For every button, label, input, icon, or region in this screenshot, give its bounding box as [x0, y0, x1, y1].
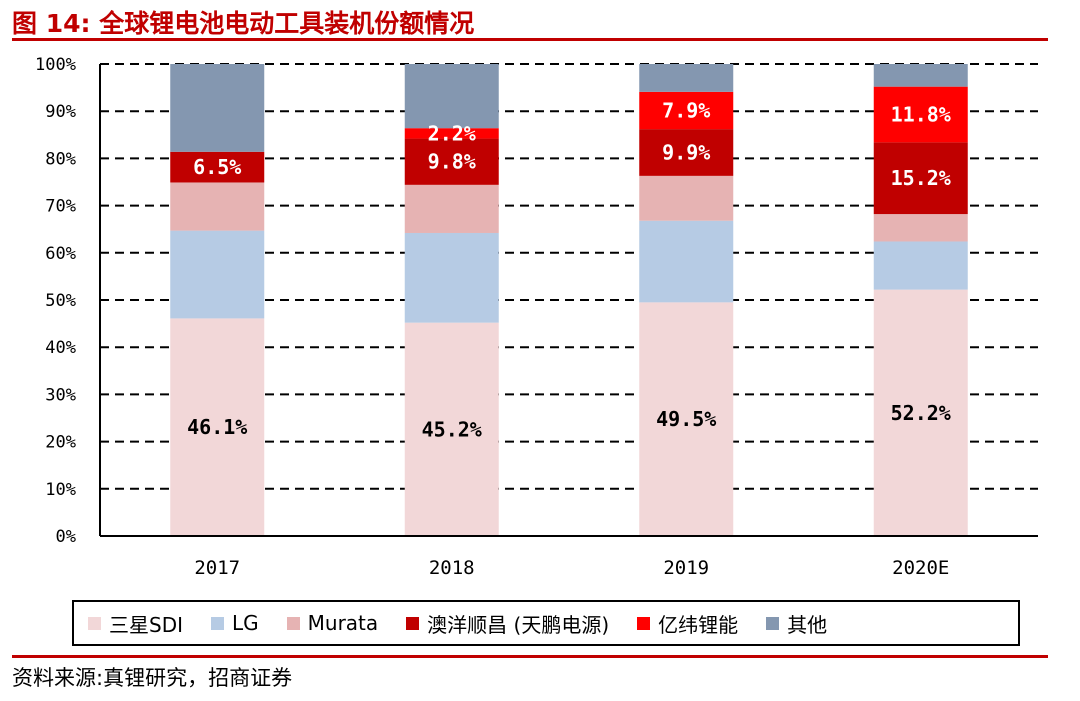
stacked-bar-chart: 46.1% 6.5% 45.2% 9.8% 2.2% 49.5% 9.9% 7.9% 52.2%…	[35, 55, 1038, 579]
legend-item: 三星SDI	[88, 609, 183, 638]
y-tick-label: 40%	[45, 338, 76, 358]
legend-swatch	[766, 616, 780, 630]
y-tick-label: 0%	[56, 527, 76, 547]
bar-segment	[873, 86, 968, 143]
legend-swatch	[286, 616, 300, 630]
legend-item: 亿纬锂能	[637, 609, 738, 638]
bar-segment	[639, 302, 734, 536]
x-tick-label: 2018	[429, 557, 475, 579]
data-label: 52.2%	[891, 401, 951, 425]
data-label: 7.9%	[662, 98, 710, 122]
legend-swatch	[637, 616, 651, 630]
bar-segment	[639, 64, 734, 92]
legend-swatch	[406, 616, 420, 630]
y-tick-label: 100%	[35, 55, 76, 75]
legend-label: 其他	[787, 612, 828, 637]
bar-segment	[639, 220, 734, 303]
data-label: 45.2%	[422, 417, 482, 441]
bar-segment	[404, 138, 499, 185]
legend-label: LG	[232, 611, 259, 635]
legend-item: 澳洋顺昌 (天鹏电源)	[406, 609, 609, 638]
legend-item: Murata	[286, 611, 379, 635]
bar-segment	[873, 64, 968, 87]
data-label: 9.8%	[428, 150, 476, 174]
bar-segment	[873, 241, 968, 290]
bar-segment	[639, 129, 734, 176]
y-tick-label: 60%	[45, 244, 76, 264]
data-label: 15.2%	[891, 166, 951, 190]
bar-segment	[170, 182, 265, 231]
y-tick-label: 10%	[45, 480, 76, 500]
title-underline	[12, 38, 1048, 41]
source-note: 资料来源:真锂研究，招商证券	[12, 666, 293, 690]
bar-segment	[170, 318, 265, 536]
x-tick-label: 2019	[663, 557, 709, 579]
legend-item: LG	[211, 611, 259, 635]
legend-swatch	[88, 616, 101, 630]
bar-segment	[873, 214, 968, 242]
legend-label: 澳洋顺昌 (天鹏电源)	[427, 612, 610, 637]
legend-swatch	[211, 616, 224, 630]
y-tick-label: 20%	[45, 433, 76, 453]
legend-label: Murata	[307, 611, 379, 635]
bar-segment	[873, 289, 968, 536]
bar-segment	[639, 91, 734, 130]
bar-segment	[170, 230, 265, 319]
y-tick-label: 90%	[45, 102, 76, 122]
legend-item: 其他	[766, 609, 827, 638]
data-label: 46.1%	[187, 415, 247, 439]
bar-segment	[404, 232, 499, 323]
footer-rule	[12, 655, 1048, 658]
y-tick-label: 30%	[45, 385, 76, 405]
bar-segment	[639, 175, 734, 221]
data-label: 6.5%	[193, 155, 241, 179]
bar-segment	[170, 151, 265, 183]
bar-segment	[404, 322, 499, 536]
bar-segment	[170, 64, 265, 152]
chart-title: 图 14: 全球锂电池电动工具装机份额情况	[12, 9, 475, 38]
legend-label: 三星SDI	[109, 612, 183, 637]
bar-segment	[404, 128, 499, 139]
x-tick-label: 2020E	[892, 557, 949, 579]
bar-segment	[404, 64, 499, 129]
y-tick-label: 70%	[45, 197, 76, 217]
data-label: 49.5%	[656, 407, 716, 431]
bar-segment	[873, 142, 968, 215]
y-tick-label: 80%	[45, 149, 76, 169]
data-label: 9.9%	[662, 141, 710, 165]
chart-legend: 三星SDI LG Murata 澳洋顺昌 (天鹏电源) 亿纬锂能 其他	[72, 600, 1020, 646]
legend-label: 亿纬锂能	[658, 612, 739, 637]
bar-segment	[404, 184, 499, 233]
y-tick-label: 50%	[45, 291, 76, 311]
x-tick-label: 2017	[194, 557, 240, 579]
data-label: 2.2%	[428, 121, 476, 145]
data-label: 11.8%	[891, 103, 951, 127]
